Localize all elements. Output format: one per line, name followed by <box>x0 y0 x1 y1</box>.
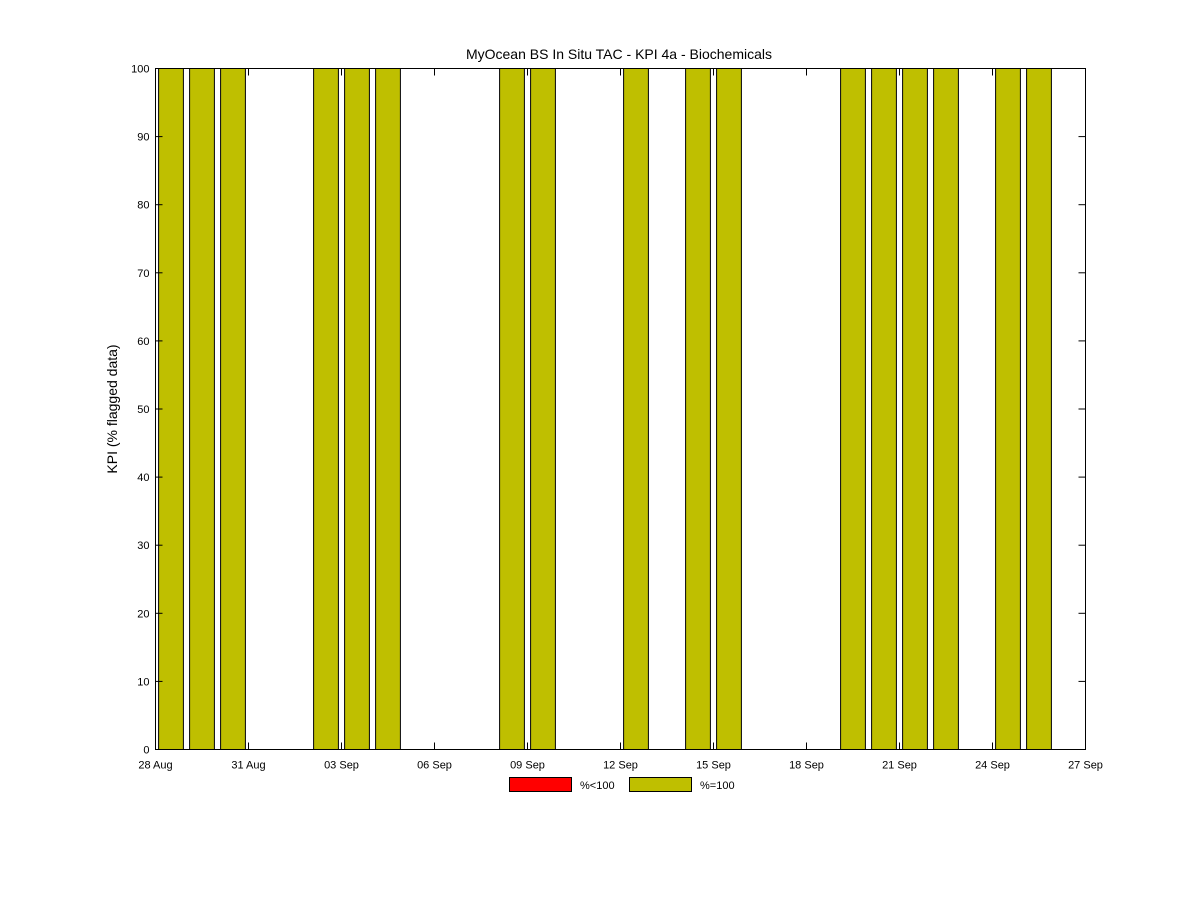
y-tick-label: 20 <box>137 608 149 620</box>
y-ticks-layer: 0 10 20 30 40 50 60 70 80 90 100 <box>131 64 1086 757</box>
y-axis-label: KPI (% flagged data) <box>104 344 120 473</box>
x-tick-label: 27 Sep <box>1068 760 1103 772</box>
legend-label: %=100 <box>700 780 735 792</box>
bar <box>530 68 556 750</box>
bar <box>933 68 959 750</box>
x-tick-label: 24 Sep <box>975 760 1010 772</box>
bar <box>220 68 246 750</box>
y-tick-label: 10 <box>137 676 149 688</box>
bar <box>344 68 370 750</box>
bar <box>313 68 339 750</box>
x-tick-label: 21 Sep <box>882 760 917 772</box>
y-tick-label: 0 <box>143 745 149 757</box>
bar <box>995 68 1021 750</box>
bar <box>685 68 711 750</box>
x-tick-label: 31 Aug <box>231 760 265 772</box>
x-ticks-layer: 28 Aug 31 Aug 03 Sep 06 Sep 09 Sep 12 Sep 15 S… <box>138 68 1103 772</box>
x-tick-label: 18 Sep <box>789 760 824 772</box>
x-tick-label: 03 Sep <box>324 760 359 772</box>
bar <box>189 68 215 750</box>
legend-swatch <box>629 777 692 792</box>
bar <box>840 68 866 750</box>
bar <box>902 68 928 750</box>
x-tick-label: 06 Sep <box>417 760 452 772</box>
bar <box>158 68 184 750</box>
bar <box>623 68 649 750</box>
bars-layer <box>158 68 1052 750</box>
x-tick-label: 28 Aug <box>138 760 172 772</box>
bar <box>871 68 897 750</box>
y-tick-label: 40 <box>137 472 149 484</box>
bar <box>1026 68 1052 750</box>
y-tick-label: 50 <box>137 404 149 416</box>
x-tick-label: 15 Sep <box>696 760 731 772</box>
legend: %<100 %=100 <box>509 777 735 792</box>
bar <box>499 68 525 750</box>
x-tick-label: 09 Sep <box>510 760 545 772</box>
y-tick-label: 100 <box>131 64 149 76</box>
chart-title: MyOcean BS In Situ TAC - KPI 4a - Bioche… <box>466 46 772 62</box>
y-tick-label: 80 <box>137 200 149 212</box>
y-tick-label: 30 <box>137 540 149 552</box>
legend-label: %<100 <box>580 780 615 792</box>
legend-swatch <box>509 777 572 792</box>
y-tick-label: 60 <box>137 336 149 348</box>
bar <box>375 68 401 750</box>
bar <box>716 68 742 750</box>
x-tick-label: 12 Sep <box>603 760 638 772</box>
y-tick-label: 70 <box>137 268 149 280</box>
plot-frame <box>155 68 1086 750</box>
y-tick-label: 90 <box>137 132 149 144</box>
